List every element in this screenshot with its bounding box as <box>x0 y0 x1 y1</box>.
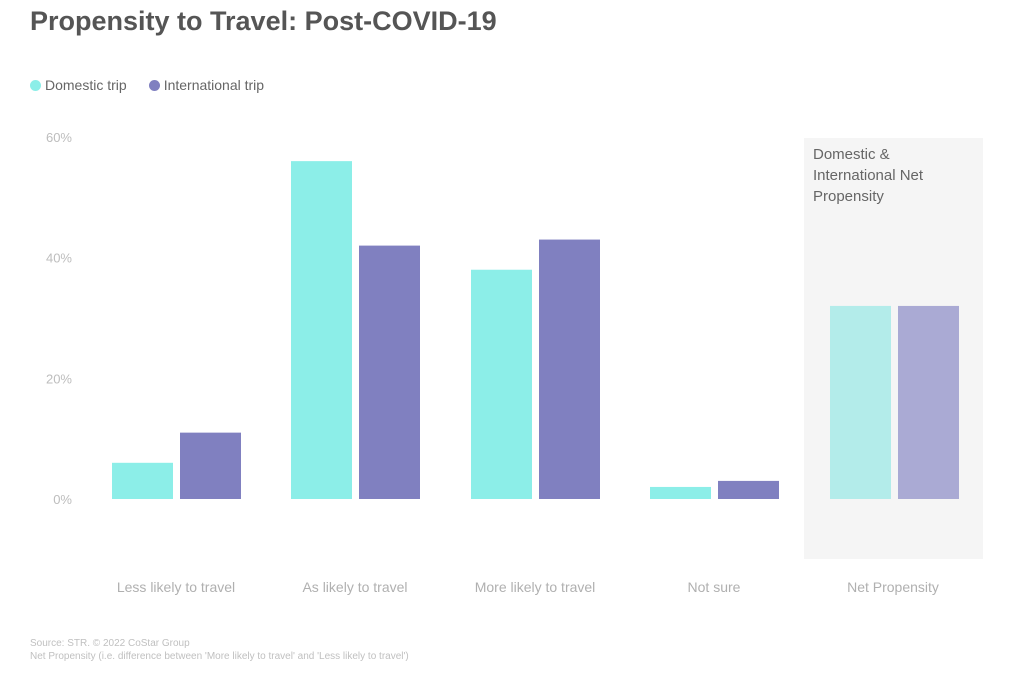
bar-international-1 <box>359 245 420 499</box>
bar-domestic-2 <box>471 269 532 499</box>
y-tick-label-2: 40% <box>46 251 72 266</box>
x-category-label-4: Net Propensity <box>847 579 939 595</box>
legend-swatch-international <box>148 79 160 91</box>
y-tick-label-3: 60% <box>46 130 72 145</box>
legend-label-international: International trip <box>163 77 265 93</box>
bar-domestic-3 <box>650 486 711 499</box>
chart-footer: Source: STR. © 2022 CoStar Group Net Pro… <box>30 637 409 663</box>
x-category-label-0: Less likely to travel <box>117 579 235 595</box>
chart-title: Propensity to Travel: Post-COVID-19 <box>30 6 497 36</box>
footer-note: Net Propensity (i.e. difference between … <box>30 651 409 662</box>
legend-swatch-domestic <box>30 79 41 91</box>
bar-domestic-4 <box>830 305 891 499</box>
bar-domestic-1 <box>291 161 352 499</box>
legend-item-international[interactable]: International trip <box>148 77 265 93</box>
legend-item-domestic[interactable]: Domestic trip <box>30 77 127 93</box>
legend-label-domestic: Domestic trip <box>45 77 127 93</box>
x-category-label-2: More likely to travel <box>475 579 596 595</box>
footer-source: Source: STR. © 2022 CoStar Group <box>30 638 190 649</box>
x-category-label-3: Not sure <box>688 579 741 595</box>
bar-international-3 <box>718 480 779 499</box>
bar-international-4 <box>898 305 959 499</box>
legend: Domestic trip International trip <box>30 77 264 93</box>
panel-title-line-0: Domestic & <box>813 146 890 163</box>
bar-international-2 <box>539 239 600 500</box>
bar-domestic-0 <box>112 462 173 499</box>
panel-title-line-2: Propensity <box>813 188 884 205</box>
y-tick-label-0: 0% <box>53 492 72 507</box>
y-tick-label-1: 20% <box>46 371 72 386</box>
bar-international-0 <box>180 432 241 499</box>
panel-title-line-1: International Net <box>813 167 924 184</box>
x-category-label-1: As likely to travel <box>302 579 407 595</box>
